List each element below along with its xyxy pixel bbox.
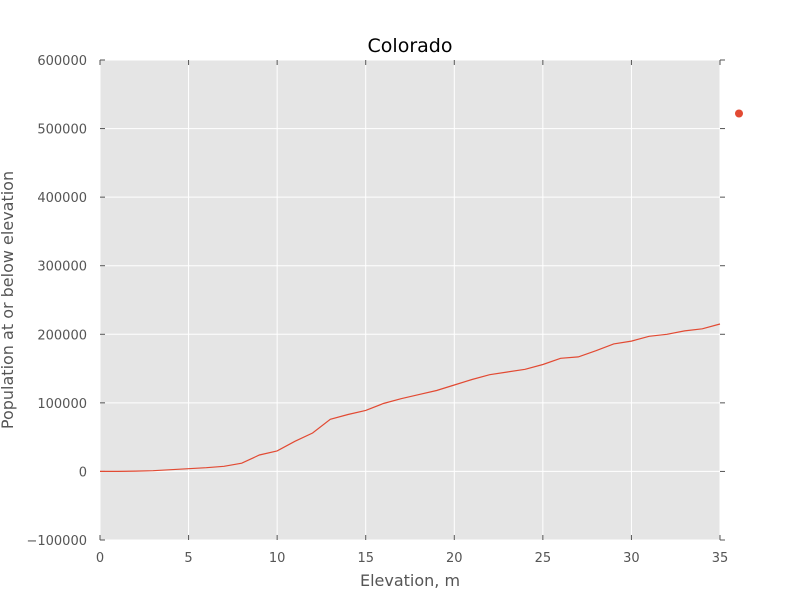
y-axis-tick-labels: −100000 0 100000 200000 300000 400000 500000 60… bbox=[26, 54, 87, 549]
plot-area bbox=[100, 60, 720, 540]
y-tick-label: 200000 bbox=[37, 328, 87, 343]
y-axis-label: Population at or below elevation bbox=[0, 171, 17, 429]
y-tick-label: 300000 bbox=[37, 260, 87, 275]
x-tick-label: 30 bbox=[623, 551, 640, 566]
x-tick-label: 20 bbox=[446, 551, 463, 566]
x-axis-label: Elevation, m bbox=[360, 571, 460, 590]
x-tick-label: 35 bbox=[712, 551, 729, 566]
y-tick-label: −100000 bbox=[26, 534, 87, 549]
x-tick-label: 0 bbox=[96, 551, 104, 566]
x-axis-tick-labels: 0 5 10 15 20 25 30 35 bbox=[96, 551, 728, 566]
x-tick-label: 15 bbox=[357, 551, 374, 566]
x-tick-label: 10 bbox=[269, 551, 286, 566]
y-tick-label: 400000 bbox=[37, 191, 87, 206]
y-tick-label: 500000 bbox=[37, 123, 87, 138]
chart-title: Colorado bbox=[368, 35, 453, 57]
outlier-point bbox=[735, 109, 743, 118]
y-tick-label: 100000 bbox=[37, 397, 87, 412]
series-group bbox=[100, 109, 743, 472]
y-tick-label: 0 bbox=[79, 465, 87, 480]
series-line bbox=[100, 323, 721, 472]
x-tick-label: 5 bbox=[184, 551, 192, 566]
x-tick-label: 25 bbox=[535, 551, 552, 566]
grid bbox=[99, 59, 721, 541]
y-tick-label: 600000 bbox=[37, 54, 87, 69]
